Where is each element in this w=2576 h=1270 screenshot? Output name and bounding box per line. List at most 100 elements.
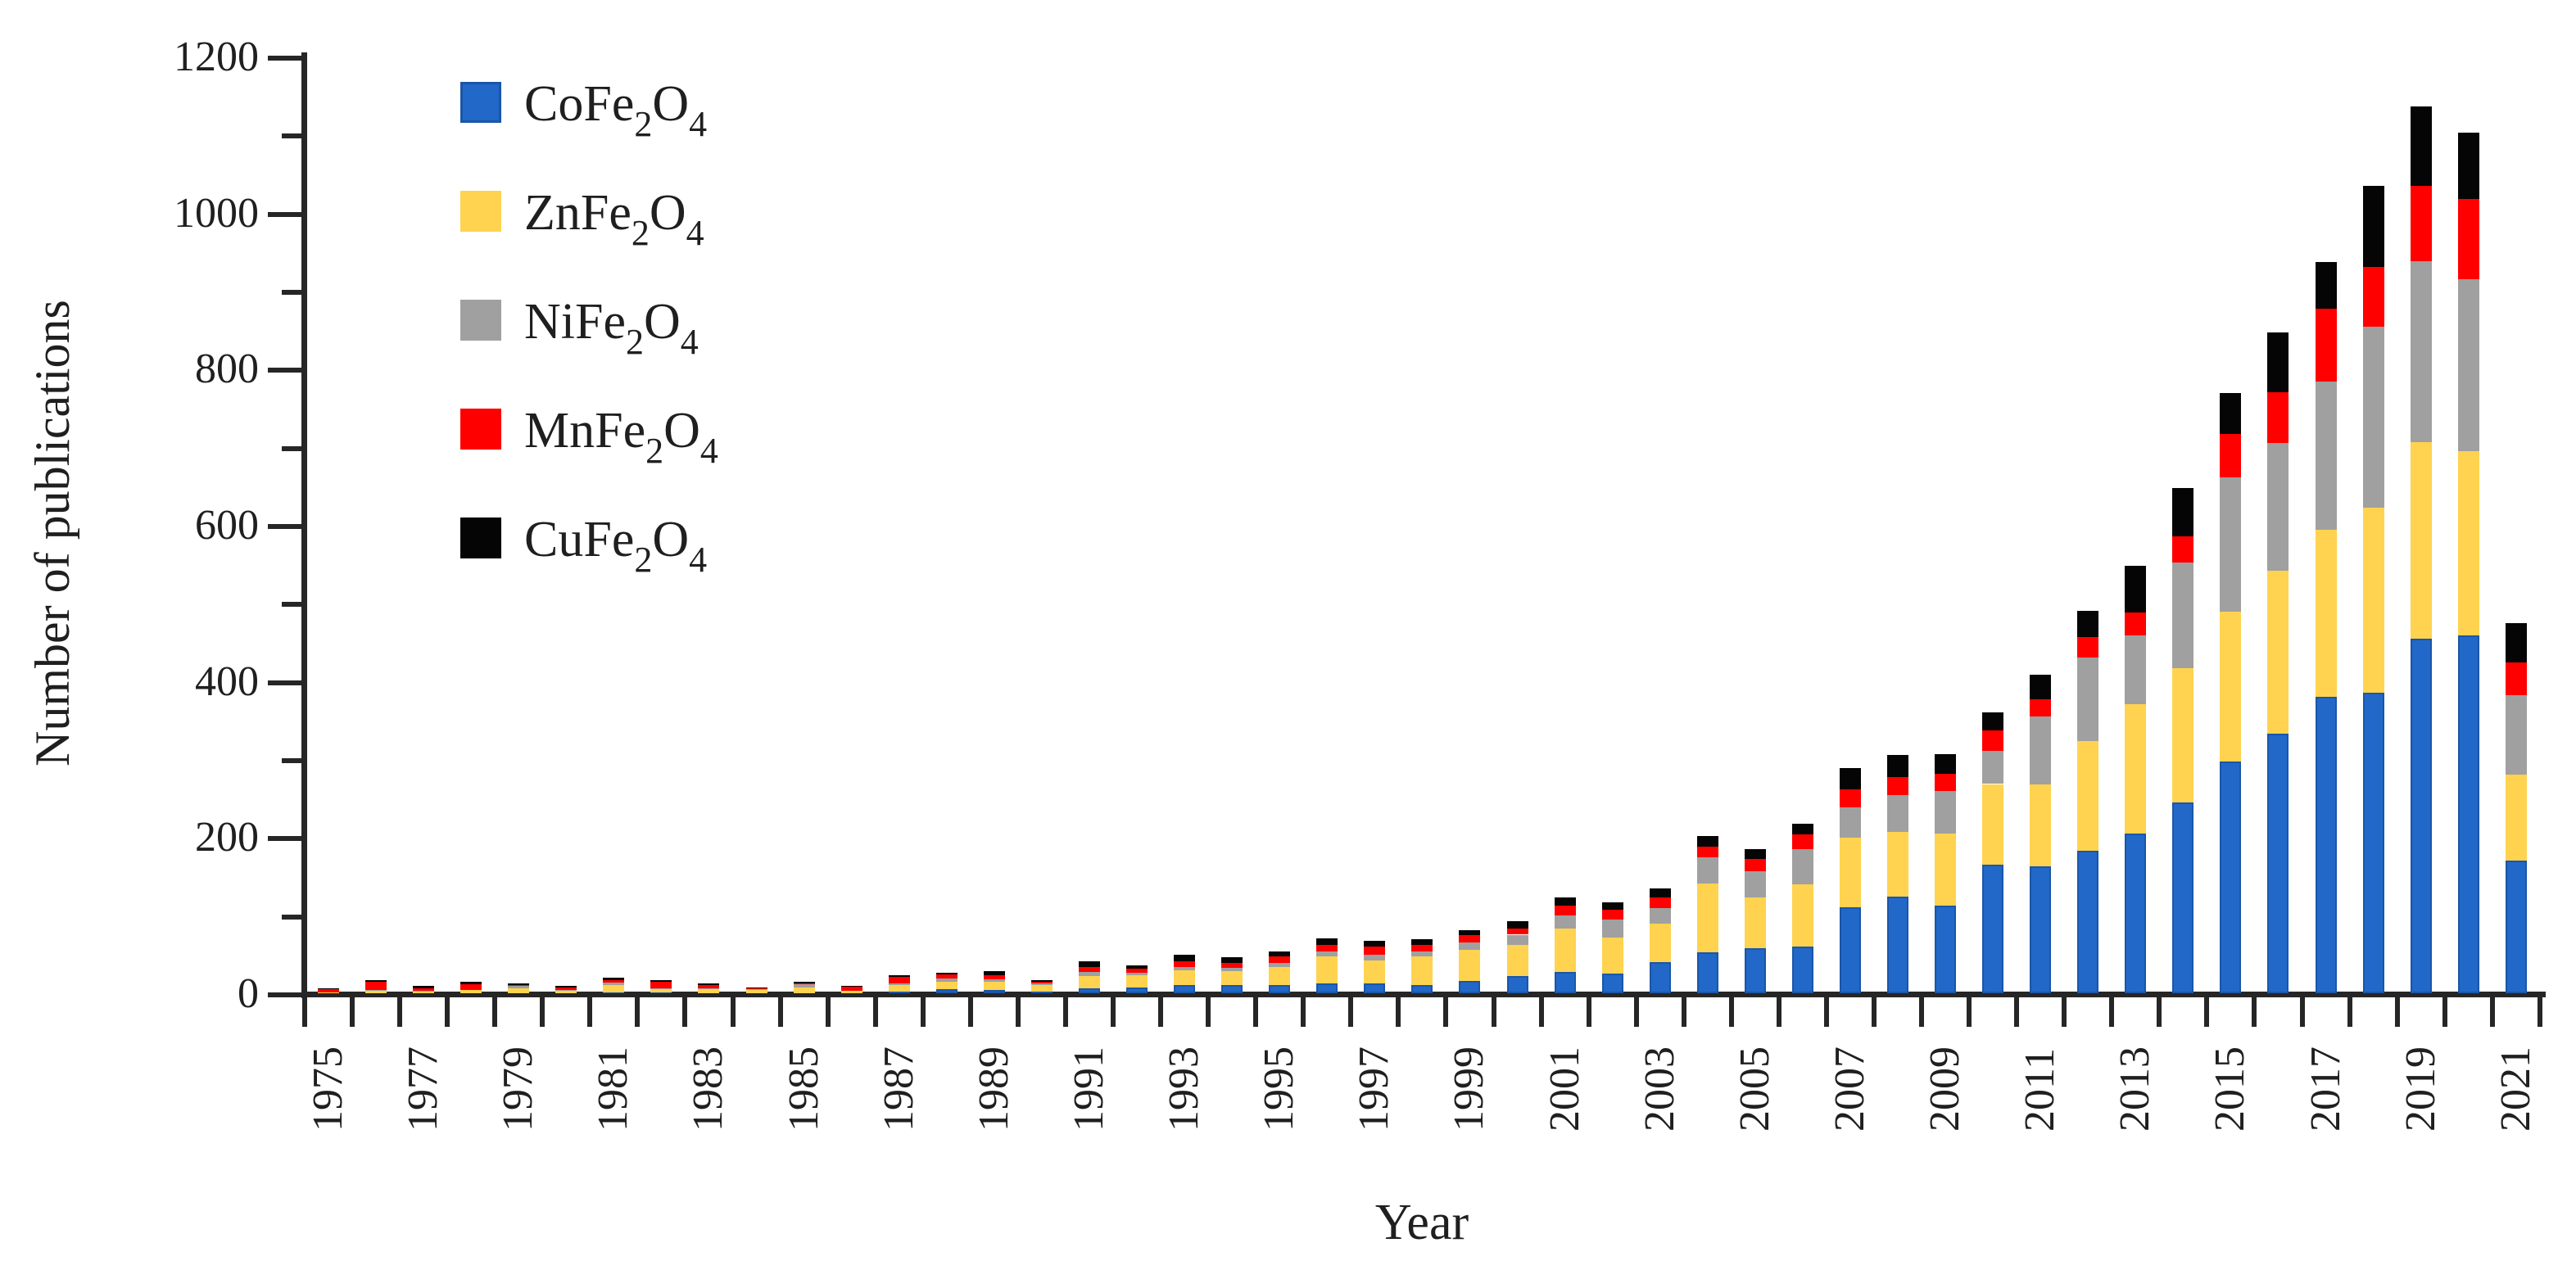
bar-segment-mnfe2o4 (1601, 909, 1623, 920)
bar-segment-nife2o4 (2125, 635, 2147, 705)
bar-segment-cufe2o4 (2220, 392, 2242, 435)
bar-segment-mnfe2o4 (2410, 186, 2432, 261)
x-tick-label: 1977 (400, 1046, 447, 1132)
bar-segment-nife2o4 (1221, 967, 1243, 972)
bar-segment-nife2o4 (793, 983, 815, 988)
bar-segment-cufe2o4 (1506, 921, 1528, 929)
bar-segment-mnfe2o4 (1935, 774, 1957, 792)
bar-segment-nife2o4 (555, 990, 577, 992)
bar-segment-znfe2o4 (318, 992, 339, 993)
bar-segment-znfe2o4 (2125, 704, 2147, 834)
bar-segment-znfe2o4 (793, 988, 815, 993)
x-tick (1301, 997, 1306, 1027)
bar-segment-znfe2o4 (1791, 884, 1813, 947)
bar-segment-mnfe2o4 (2220, 434, 2242, 477)
x-tick (2062, 997, 2067, 1027)
y-minor-tick (282, 914, 304, 920)
bar-segment-znfe2o4 (1839, 838, 1861, 908)
bar-segment-cofe2o4 (2220, 761, 2242, 993)
x-tick (492, 997, 498, 1027)
x-tick (2252, 997, 2257, 1027)
bar-segment-cufe2o4 (1126, 965, 1148, 969)
bar-segment-nife2o4 (2362, 326, 2384, 508)
legend-label-znfe2o4: ZnFe2O4 (524, 185, 704, 253)
bar-segment-znfe2o4 (1174, 970, 1196, 985)
bar-segment-cufe2o4 (1554, 897, 1576, 906)
bar-segment-mnfe2o4 (1886, 776, 1908, 795)
legend-item-mnfe2o4: MnFe2O4 (460, 405, 952, 468)
bar-segment-znfe2o4 (2505, 775, 2527, 861)
bar-segment-mnfe2o4 (793, 983, 815, 984)
y-minor-tick (282, 133, 304, 139)
x-tick (1443, 997, 1449, 1027)
bar-segment-cufe2o4 (2172, 488, 2194, 537)
bar-segment-znfe2o4 (1459, 949, 1481, 981)
x-tick-label: 1979 (495, 1046, 542, 1132)
bar-segment-znfe2o4 (888, 984, 910, 992)
y-tick (268, 56, 304, 61)
x-tick (1158, 997, 1164, 1027)
bar-segment-znfe2o4 (745, 990, 767, 993)
y-tick-label: 0 (238, 970, 259, 1017)
bar-segment-nife2o4 (935, 978, 958, 982)
bar-segment-mnfe2o4 (888, 976, 910, 983)
bar-segment-nife2o4 (508, 985, 530, 989)
bar-segment-znfe2o4 (1078, 976, 1100, 989)
legend-label-cufe2o4: CuFe2O4 (524, 512, 708, 580)
x-tick-label: 2007 (1826, 1046, 1873, 1132)
bar-segment-znfe2o4 (1269, 966, 1291, 985)
bar-segment-cofe2o4 (603, 992, 625, 993)
bar-segment-cofe2o4 (1935, 906, 1957, 993)
y-tick-label: 1000 (174, 189, 259, 237)
legend-swatch-nife2o4 (460, 300, 501, 341)
bar-segment-nife2o4 (1126, 973, 1148, 976)
bar-segment-nife2o4 (2315, 381, 2337, 530)
bar-segment-nife2o4 (1601, 920, 1623, 938)
bar-segment-nife2o4 (1030, 983, 1053, 985)
bar-segment-cofe2o4 (1886, 896, 1908, 993)
bar-segment-mnfe2o4 (840, 987, 862, 992)
x-tick (2299, 997, 2305, 1027)
x-tick (1491, 997, 1496, 1027)
bar-segment-cufe2o4 (1982, 712, 2004, 730)
x-tick (635, 997, 641, 1027)
bar-segment-znfe2o4 (2220, 611, 2242, 762)
x-tick-label: 1987 (875, 1046, 922, 1132)
y-tick-label: 200 (195, 814, 259, 861)
bar-segment-cofe2o4 (650, 992, 672, 993)
x-tick (2157, 997, 2162, 1027)
x-tick (825, 997, 831, 1027)
x-tick (2204, 997, 2210, 1027)
bar-segment-nife2o4 (1411, 951, 1433, 957)
x-tick (1728, 997, 1734, 1027)
bar-segment-cofe2o4 (2410, 639, 2432, 993)
bar-segment-znfe2o4 (1221, 971, 1243, 986)
bar-segment-cufe2o4 (2505, 623, 2527, 662)
bar-segment-cofe2o4 (983, 990, 1005, 993)
legend-item-cofe2o4: CoFe2O4 (460, 79, 952, 142)
bar-segment-nife2o4 (1791, 848, 1813, 885)
legend-item-znfe2o4: ZnFe2O4 (460, 185, 952, 253)
bar-segment-nife2o4 (1554, 915, 1576, 929)
x-tick-label: 2021 (2492, 1046, 2539, 1132)
bar-segment-mnfe2o4 (1269, 956, 1291, 963)
y-minor-tick (282, 290, 304, 295)
bar-segment-znfe2o4 (1316, 956, 1338, 983)
bar-segment-znfe2o4 (2457, 451, 2479, 636)
bar-segment-mnfe2o4 (1411, 944, 1433, 951)
bar-segment-mnfe2o4 (1506, 928, 1528, 935)
x-tick (682, 997, 688, 1027)
bar-segment-cofe2o4 (2457, 635, 2479, 993)
bar-segment-mnfe2o4 (1839, 789, 1861, 808)
x-tick (2489, 997, 2495, 1027)
bar-segment-nife2o4 (2457, 278, 2479, 452)
bar-segment-cufe2o4 (460, 981, 482, 984)
x-tick (540, 997, 546, 1027)
bar-segment-nife2o4 (1886, 794, 1908, 832)
bar-segment-cufe2o4 (1649, 888, 1671, 897)
bar-segment-cofe2o4 (1411, 984, 1433, 993)
bar-segment-cufe2o4 (1791, 824, 1813, 835)
bar-segment-cofe2o4 (1696, 952, 1718, 993)
x-tick-label: 1993 (1161, 1046, 1208, 1132)
x-tick-label: 2005 (1731, 1046, 1778, 1132)
